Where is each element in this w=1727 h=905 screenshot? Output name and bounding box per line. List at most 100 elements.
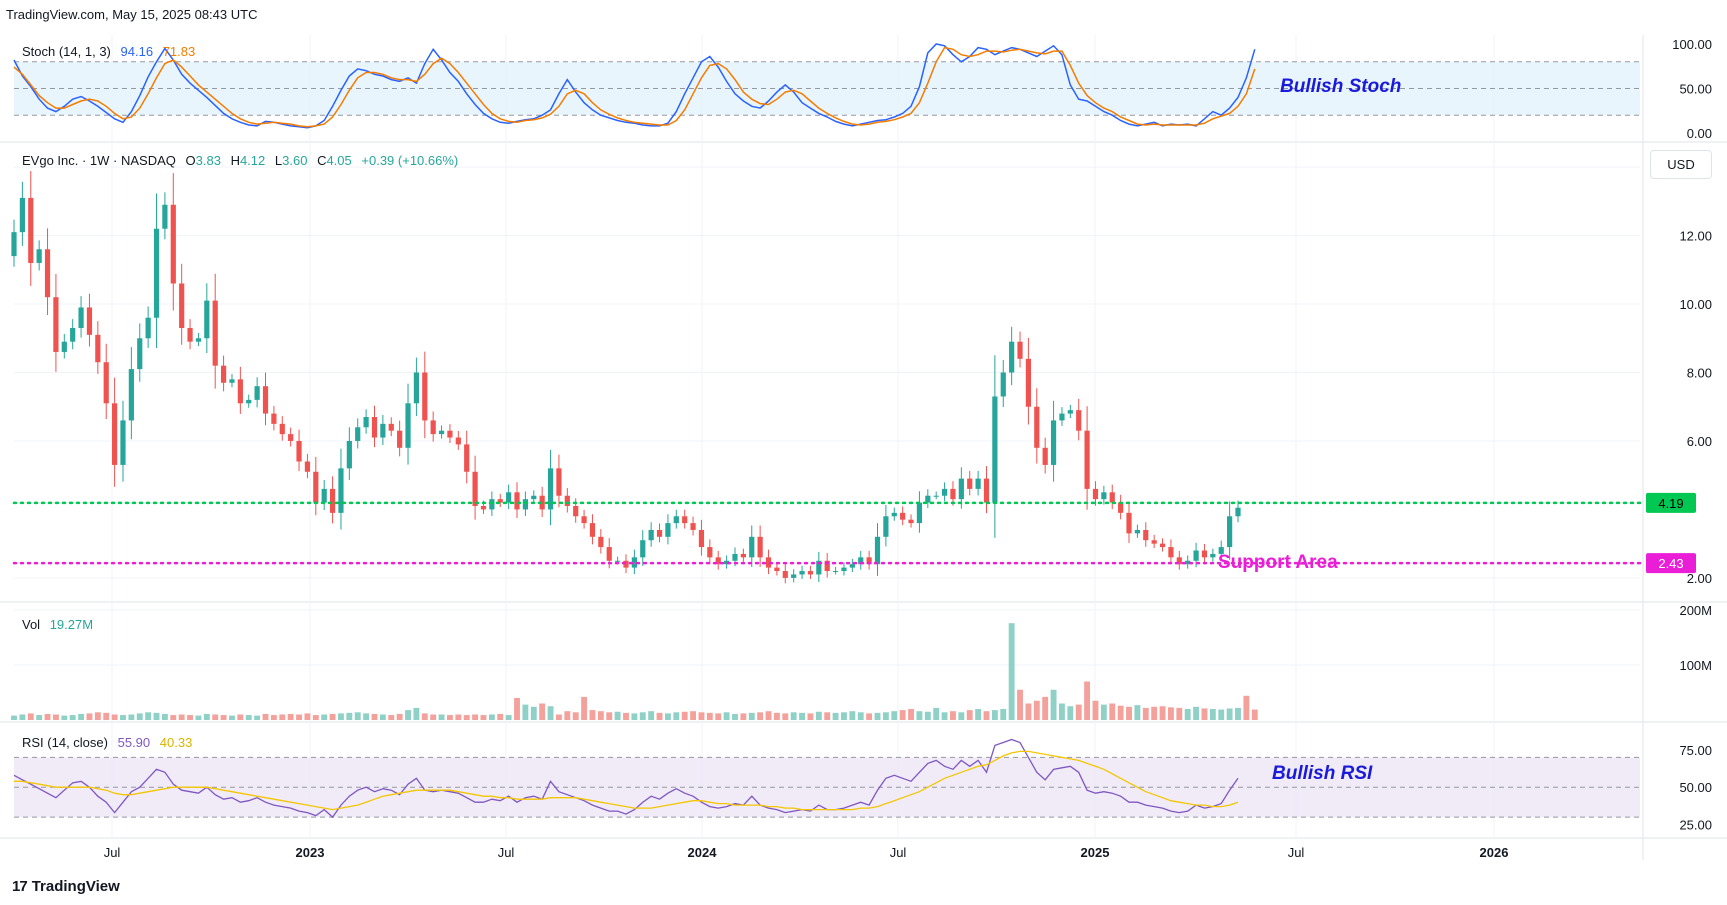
volume-bar	[908, 709, 914, 720]
candle-body	[237, 379, 243, 404]
candle-body	[900, 512, 906, 520]
volume-bar	[748, 712, 755, 720]
candle-body	[1134, 529, 1140, 534]
candle-body	[1151, 540, 1157, 544]
candle-body	[480, 506, 487, 510]
candle-body	[262, 386, 269, 414]
candle-body	[1218, 547, 1224, 554]
volume-bar	[639, 712, 646, 720]
volume-bar	[1126, 706, 1132, 720]
candle-body	[556, 468, 562, 496]
level-label-text: 4.19	[1658, 496, 1683, 511]
price-pane	[11, 171, 1642, 584]
volume-bar	[681, 711, 688, 720]
volume-bar	[229, 715, 235, 720]
volume-bar	[1008, 623, 1015, 720]
volume-bar	[765, 711, 772, 720]
volume-bar	[1159, 706, 1166, 720]
volume-bar	[1142, 707, 1149, 720]
volume-bar	[924, 711, 931, 720]
volume-bar	[363, 713, 370, 720]
candle-body	[162, 204, 168, 229]
volume-bar	[522, 704, 529, 720]
candle-body	[673, 516, 679, 524]
candle-body	[958, 478, 964, 500]
volume-value: 19.27M	[49, 617, 94, 632]
volume-bar	[312, 715, 319, 720]
rsi-y-tick: 75.00	[1679, 743, 1712, 758]
candle-body	[682, 516, 688, 524]
volume-bar	[405, 710, 411, 720]
volume-bar	[1084, 681, 1091, 720]
change-value: +0.39 (+10.66%)	[361, 153, 459, 168]
candle-body	[1193, 550, 1199, 561]
rsi-y-tick: 50.00	[1679, 780, 1712, 795]
volume-bar	[1251, 709, 1258, 720]
candle-body	[975, 478, 981, 489]
candle-body	[145, 317, 151, 339]
volume-bar	[648, 711, 655, 720]
volume-bar	[866, 713, 873, 720]
candle-body	[1185, 560, 1191, 565]
volume-bar	[488, 714, 495, 720]
volume-bar	[882, 712, 889, 720]
volume-bar	[581, 696, 588, 720]
candle-body	[1235, 507, 1241, 517]
volume-bar	[530, 706, 537, 720]
candle-body	[858, 557, 864, 565]
volume-bar	[1167, 707, 1174, 720]
volume-bar	[1067, 706, 1074, 720]
volume-bar	[1151, 706, 1158, 720]
stoch-d-value: 71.83	[162, 44, 196, 59]
volume-bar	[455, 714, 462, 720]
volume-bar	[1134, 705, 1141, 720]
volume-bar	[1193, 706, 1200, 720]
candle-body	[296, 440, 302, 462]
volume-bar	[849, 711, 856, 720]
candle-body	[891, 512, 897, 517]
volume-bar	[597, 711, 604, 720]
candle-body	[229, 379, 235, 383]
volume-bar	[991, 710, 998, 720]
candle-body	[1025, 358, 1032, 407]
volume-bar	[1109, 703, 1116, 720]
volume-bar	[1075, 704, 1082, 720]
candle-body	[824, 560, 830, 572]
currency-button[interactable]: USD	[1650, 150, 1712, 179]
candle-body	[321, 488, 327, 503]
annotation-bullish-rsi: Bullish RSI	[1272, 763, 1373, 784]
candle-body	[36, 249, 42, 263]
candle-body	[363, 417, 369, 428]
candle-body	[153, 228, 160, 318]
volume-bar	[388, 715, 395, 720]
volume-bar	[103, 712, 110, 720]
candle-body	[128, 369, 134, 421]
volume-bar	[623, 712, 629, 720]
volume-bar	[673, 712, 680, 720]
candle-body	[95, 334, 101, 363]
candle-body	[86, 307, 93, 335]
volume-bar	[1117, 705, 1124, 720]
candle-body	[271, 413, 277, 424]
x-tick-label: Jul	[890, 845, 907, 860]
candle-body	[288, 434, 294, 441]
candle-body	[120, 420, 126, 465]
candle-body	[472, 471, 478, 506]
volume-bar	[1209, 709, 1216, 720]
candle-body	[405, 403, 411, 448]
volume-bar	[1033, 700, 1040, 720]
candle-body	[246, 399, 252, 404]
candle-body	[656, 529, 663, 537]
candle-body	[1084, 430, 1090, 489]
candle-body	[866, 557, 872, 565]
candle-body	[514, 492, 520, 510]
tradingview-brand[interactable]: 17 TradingView	[12, 878, 120, 895]
volume-bar	[19, 714, 26, 720]
candle-body	[1092, 488, 1099, 500]
candle-body	[70, 328, 76, 342]
volume-bar	[799, 712, 805, 720]
volume-bar	[589, 710, 596, 720]
candle-body	[665, 523, 671, 537]
candle-body	[279, 423, 285, 435]
volume-bar	[1092, 700, 1099, 720]
